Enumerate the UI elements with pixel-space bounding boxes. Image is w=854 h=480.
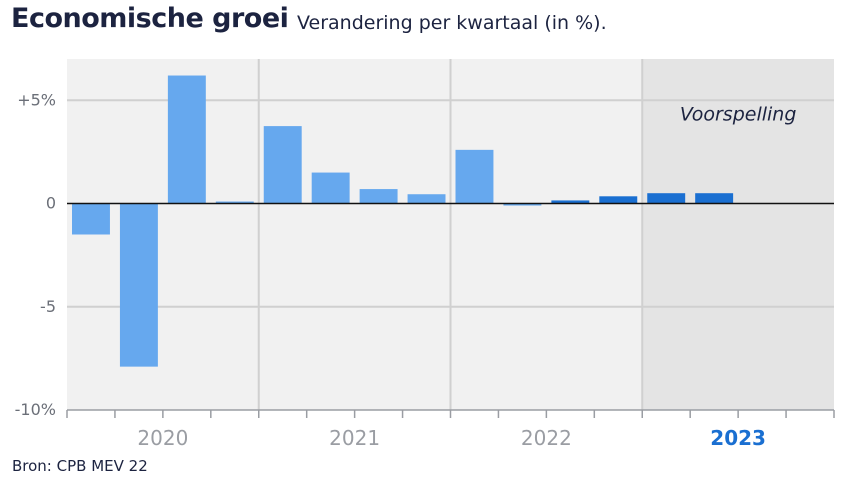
bar [72, 203, 110, 235]
bar [167, 75, 206, 204]
x-year-label: 2020 [137, 426, 188, 450]
bar [311, 172, 350, 204]
y-tick-label: -5 [40, 297, 56, 316]
y-tick-label: -10% [15, 400, 56, 419]
bar [215, 201, 254, 204]
x-year-label: 2021 [329, 426, 380, 450]
bar [695, 193, 734, 204]
forecast-annotation: Voorspelling [680, 104, 797, 126]
bar [503, 203, 542, 206]
bar [599, 196, 638, 204]
y-tick-label: 0 [46, 194, 56, 213]
bar [647, 193, 686, 204]
chart-subtitle: Verandering per kwartaal (in %). [297, 12, 607, 34]
forecast-region [642, 59, 834, 410]
bar [551, 200, 590, 204]
bar [407, 194, 446, 204]
x-year-label: 2022 [521, 426, 572, 450]
x-year-label: 2023 [710, 426, 766, 450]
source-note: Bron: CPB MEV 22 [12, 457, 148, 475]
bar [455, 149, 494, 204]
bar [359, 189, 398, 204]
chart-title: Economische groei [11, 3, 289, 34]
bar [119, 203, 158, 367]
y-tick-label: +5% [17, 90, 56, 109]
bar [263, 126, 302, 204]
